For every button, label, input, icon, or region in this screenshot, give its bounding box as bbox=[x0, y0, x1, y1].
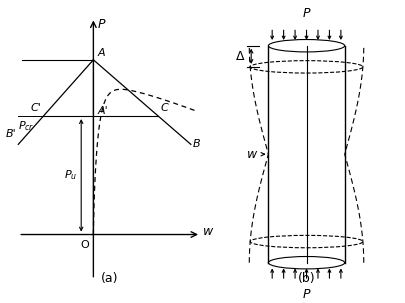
Text: C': C' bbox=[30, 103, 41, 113]
Text: C: C bbox=[160, 103, 168, 113]
Text: w: w bbox=[202, 225, 213, 238]
Text: $\Delta$: $\Delta$ bbox=[234, 50, 245, 63]
Text: $P_{cr}$: $P_{cr}$ bbox=[18, 119, 35, 133]
Text: A: A bbox=[97, 48, 105, 58]
Text: B: B bbox=[192, 139, 200, 149]
Text: (a): (a) bbox=[100, 272, 118, 285]
Text: P: P bbox=[302, 288, 309, 301]
Text: $P_u$: $P_u$ bbox=[64, 168, 77, 182]
Text: A': A' bbox=[97, 105, 108, 115]
Text: w: w bbox=[246, 148, 256, 161]
Text: B': B' bbox=[6, 129, 16, 139]
Text: P: P bbox=[302, 7, 309, 20]
Text: P: P bbox=[97, 18, 104, 31]
Text: (b): (b) bbox=[297, 272, 315, 285]
Text: O: O bbox=[80, 240, 89, 250]
